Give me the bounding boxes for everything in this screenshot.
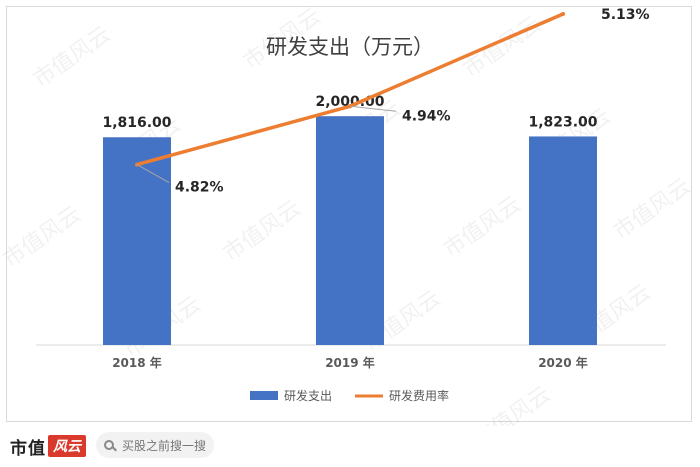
chart-title: 研发支出（万元） [266,35,434,59]
bar-value-label: 1,816.00 [102,115,171,131]
brand-seal-logo: 风云 [48,435,86,457]
bar-value-label: 1,823.00 [528,114,597,130]
watermark-text: 市值风云 [609,174,695,245]
footer-bar: 市值 风云 买股之前搜一搜 [0,426,700,467]
brand-logo[interactable]: 市值 风云 [10,434,86,459]
line-value-label: 5.13% [601,7,650,23]
legend-label-line: 研发费用率 [389,388,449,403]
legend-swatch-bar [250,391,278,400]
line-value-label: 4.82% [175,180,224,196]
x-tick-label: 2019 年 [325,355,375,370]
watermark-text: 市值风云 [459,12,545,83]
watermark-text: 市值风云 [219,196,305,267]
search-placeholder: 买股之前搜一搜 [122,438,207,453]
watermark-text: 市值风云 [439,192,525,263]
watermark-text: 市值风云 [469,382,555,426]
line-point-3 [561,12,565,16]
watermark-text: 市值风云 [29,22,115,93]
leader-line [349,105,397,112]
bar-2 [316,116,384,345]
watermark-text: 市值风云 [0,202,86,273]
legend-label-bar: 研发支出 [284,388,332,403]
bar-1 [103,137,171,345]
leader-line [136,164,170,184]
search-icon [104,440,114,450]
bar-3 [529,136,597,345]
search-box[interactable]: 买股之前搜一搜 [96,432,214,458]
line-value-label: 4.94% [402,108,451,124]
x-tick-label: 2020 年 [538,355,588,370]
brand-name: 市值 [10,438,46,459]
x-tick-label: 2018 年 [112,355,162,370]
